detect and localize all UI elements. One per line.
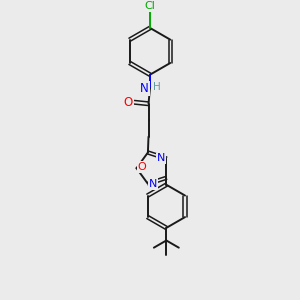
Text: N: N [149, 179, 158, 189]
Text: Cl: Cl [145, 2, 155, 11]
Text: N: N [140, 82, 149, 95]
Text: O: O [124, 96, 133, 109]
Text: O: O [137, 162, 146, 172]
Text: H: H [153, 82, 160, 92]
Text: N: N [157, 154, 165, 164]
